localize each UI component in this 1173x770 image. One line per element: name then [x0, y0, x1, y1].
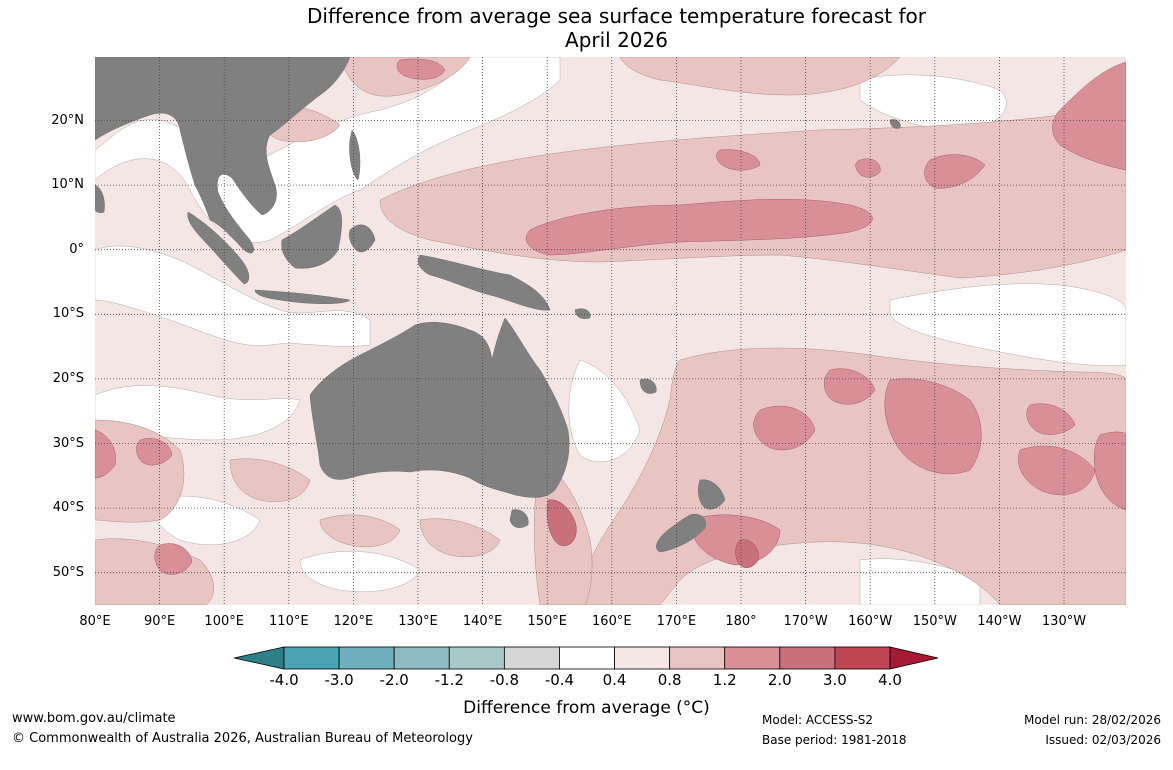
hawaii — [889, 119, 901, 129]
longitude-label: 110°E — [269, 614, 309, 629]
colorbar-segment — [448, 646, 505, 670]
longitude-label: 130°E — [398, 614, 438, 629]
website-link[interactable]: www.bom.gov.au/climate — [12, 711, 176, 726]
colorbar-tick-label: -1.2 — [434, 671, 464, 689]
colorbar-segment — [834, 646, 891, 670]
model-name: Model: ACCESS-S2 — [762, 713, 874, 727]
model-run-date: Model run: 28/02/2026 — [1023, 713, 1161, 727]
title-line-1: Difference from average sea surface temp… — [306, 4, 926, 28]
longitude-label: 80°E — [79, 614, 111, 629]
colorbar-segment — [779, 646, 836, 670]
longitude-label: 180° — [725, 614, 757, 629]
colorbar-tick-label: -2.0 — [379, 671, 409, 689]
tasmania — [509, 509, 529, 528]
colorbar-segment — [559, 646, 615, 670]
new-zealand-north — [698, 479, 726, 510]
australia — [309, 317, 570, 498]
map-plot-area — [95, 57, 1126, 605]
latitude-label: 20°S — [52, 370, 84, 386]
colorbar-tick-label: -3.0 — [324, 671, 354, 689]
colorbar-tick-label: 3.0 — [822, 671, 847, 689]
sumatra — [187, 211, 250, 285]
base-period: Base period: 1981-2018 — [762, 733, 907, 747]
new-caledonia — [639, 378, 657, 394]
colorbar-segment — [338, 646, 395, 670]
sulawesi — [349, 224, 376, 253]
latitude-label: 10°S — [52, 306, 84, 322]
solomon-islands — [574, 308, 591, 319]
longitude-label: 90°E — [143, 614, 176, 629]
issued-date: Issued: 02/03/2026 — [1045, 733, 1161, 747]
longitude-label: 120°E — [333, 614, 374, 629]
longitude-label: 160°E — [592, 614, 632, 629]
longitude-label: 130°W — [1041, 614, 1087, 629]
philippines — [349, 129, 361, 181]
colorbar-extend-high — [889, 646, 939, 670]
latitude-label: 50°S — [52, 564, 84, 580]
colorbar-label: Difference from average (°C) — [463, 698, 710, 718]
latitude-label: 10°N — [51, 177, 84, 193]
latitude-label: 40°S — [52, 500, 84, 516]
colorbar-extend-low — [233, 646, 285, 670]
longitude-label: 140°E — [462, 614, 503, 629]
sri-lanka-area — [95, 184, 105, 214]
longitude-label: 160°W — [848, 614, 893, 629]
longitude-label: 150°W — [912, 614, 957, 629]
latitude-label: 20°N — [51, 112, 84, 128]
colorbar — [233, 646, 939, 670]
colorbar-tick-label: 0.8 — [657, 671, 682, 689]
latitude-label: 0° — [69, 241, 84, 257]
colorbar-tick-label: -0.4 — [544, 671, 575, 689]
colorbar-segment — [724, 646, 781, 670]
new-zealand-south — [656, 514, 706, 553]
longitude-label: 140°W — [977, 614, 1022, 629]
colorbar-segment — [283, 646, 340, 670]
land-masses — [95, 57, 901, 553]
colorbar-tick-label: -0.8 — [489, 671, 519, 689]
colorbar-segment — [393, 646, 450, 670]
latitude-label: 30°S — [52, 435, 84, 451]
colorbar-tick-label: 2.0 — [767, 671, 792, 689]
colorbar-tick-label: -4.0 — [269, 671, 299, 689]
java — [254, 289, 351, 304]
longitude-label: 100°E — [204, 614, 244, 629]
graticule — [95, 57, 1126, 605]
new-guinea — [417, 254, 551, 311]
colorbar-tick-label: 4.0 — [878, 671, 902, 689]
asia-mainland — [95, 57, 351, 254]
colorbar-segment — [669, 646, 726, 670]
copyright: © Commonwealth of Australia 2026, Austra… — [12, 731, 473, 746]
colorbar-tick-label: 0.4 — [602, 671, 627, 689]
colorbar-tick-label: 1.2 — [712, 671, 737, 689]
title-line-2: April 2026 — [565, 28, 668, 52]
longitude-label: 170°W — [783, 614, 828, 629]
longitude-label: 170°E — [656, 614, 697, 629]
longitude-label: 150°E — [527, 614, 567, 629]
colorbar-segment — [614, 646, 671, 670]
colorbar-segment — [503, 646, 560, 670]
chart-title: Difference from average sea surface temp… — [0, 4, 1173, 52]
